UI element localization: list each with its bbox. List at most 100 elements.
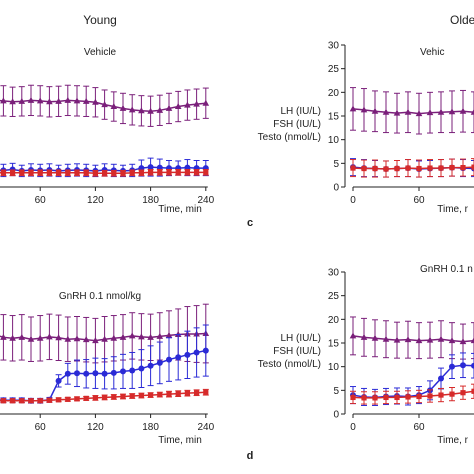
series-line-fsh: [352, 166, 474, 170]
data-point-lh: [147, 362, 154, 369]
x-axis-label: Time, min: [158, 204, 202, 215]
data-point-testo: [64, 96, 72, 103]
chart-title: Vehic: [420, 47, 444, 58]
series-line-lh: [352, 364, 474, 399]
y-tick-label: 20: [328, 315, 340, 326]
series-fsh: [0, 168, 209, 177]
data-point-lh: [129, 367, 136, 374]
data-point-fsh: [92, 395, 98, 401]
data-point-lh: [156, 359, 163, 366]
data-point-testo: [92, 337, 99, 344]
data-point-fsh: [471, 388, 474, 394]
data-point-testo: [101, 335, 108, 342]
data-point-testo: [27, 96, 35, 103]
data-point-fsh: [203, 389, 209, 395]
data-point-lh: [74, 370, 80, 377]
data-point-fsh: [111, 170, 117, 176]
data-point-testo: [448, 108, 456, 115]
data-point-fsh: [46, 397, 52, 403]
data-point-fsh: [175, 391, 181, 397]
y-axis-label-line: Testo (nmol/L): [258, 359, 321, 370]
data-point-testo: [119, 104, 127, 111]
x-tick-label: 60: [413, 195, 425, 206]
data-point-fsh: [0, 170, 6, 176]
data-point-fsh: [65, 170, 71, 176]
data-point-testo: [393, 109, 401, 116]
data-point-fsh: [361, 395, 367, 401]
data-point-fsh: [372, 395, 378, 401]
data-point-testo: [202, 99, 210, 106]
data-point-testo: [36, 97, 44, 104]
data-point-testo: [371, 107, 379, 114]
data-point-testo: [437, 108, 445, 115]
data-point-fsh: [184, 390, 190, 396]
series-fsh: [350, 383, 474, 405]
data-point-fsh: [438, 165, 444, 171]
y-tick-label: 5: [333, 386, 339, 397]
data-point-fsh: [194, 390, 200, 396]
data-point-testo: [9, 334, 16, 341]
data-point-lh: [92, 370, 99, 377]
data-point-testo: [18, 97, 26, 104]
data-point-testo: [193, 100, 200, 107]
data-point-fsh: [28, 398, 34, 404]
data-point-testo: [459, 107, 467, 114]
data-point-lh: [202, 347, 209, 354]
panel-young-gnrh: GnRH 0.1 nmol/kg 60 120 180 240 Time, min: [0, 291, 215, 446]
x-tick-label: 180: [142, 195, 159, 206]
data-point-testo: [156, 106, 164, 113]
series-line-fsh: [352, 390, 474, 399]
chart-title: GnRH 0.1 n: [420, 264, 473, 275]
data-point-lh: [175, 354, 182, 361]
x-tick-label: 0: [350, 422, 356, 433]
x-axis-label: Time, r: [437, 204, 468, 215]
y-tick-label: 0: [333, 183, 339, 194]
data-point-fsh: [129, 170, 135, 176]
data-point-testo: [426, 336, 434, 343]
data-point-testo: [147, 333, 154, 340]
data-point-fsh: [74, 170, 80, 176]
data-point-fsh: [427, 393, 433, 399]
data-point-fsh: [383, 166, 389, 172]
data-point-testo: [437, 335, 445, 342]
data-point-testo: [349, 332, 357, 339]
data-point-fsh: [394, 394, 400, 401]
data-point-testo: [470, 337, 474, 344]
data-point-fsh: [460, 390, 466, 396]
x-axis-label: Time, min: [158, 435, 202, 446]
data-point-fsh: [19, 398, 25, 404]
y-tick-label: 30: [328, 268, 340, 279]
data-point-testo: [382, 108, 390, 115]
x-tick-label: 60: [35, 422, 47, 433]
data-point-fsh: [416, 165, 422, 172]
data-point-testo: [46, 333, 53, 340]
data-point-fsh: [120, 393, 126, 400]
data-point-testo: [27, 335, 35, 342]
data-point-fsh: [37, 398, 43, 404]
x-tick-label: 0: [350, 195, 356, 206]
data-point-testo: [82, 336, 90, 343]
data-point-testo: [101, 101, 108, 108]
y-tick-label: 10: [328, 135, 340, 146]
y-tick-label: 10: [328, 362, 340, 373]
data-point-lh: [64, 370, 71, 377]
data-point-lh: [460, 362, 466, 369]
data-point-testo: [415, 110, 423, 117]
data-point-testo: [349, 105, 357, 112]
data-point-fsh: [46, 170, 52, 176]
data-point-fsh: [471, 164, 474, 170]
data-point-fsh: [28, 170, 34, 176]
data-point-testo: [147, 107, 154, 114]
chart-title: GnRH 0.1 nmol/kg: [59, 291, 141, 302]
data-point-fsh: [10, 170, 16, 176]
x-tick-label: 120: [87, 195, 104, 206]
data-point-lh: [166, 356, 172, 363]
data-point-fsh: [175, 169, 181, 175]
y-tick-label: 15: [328, 112, 340, 123]
data-point-fsh: [350, 165, 356, 171]
data-point-fsh: [194, 169, 200, 175]
data-point-testo: [404, 108, 412, 115]
